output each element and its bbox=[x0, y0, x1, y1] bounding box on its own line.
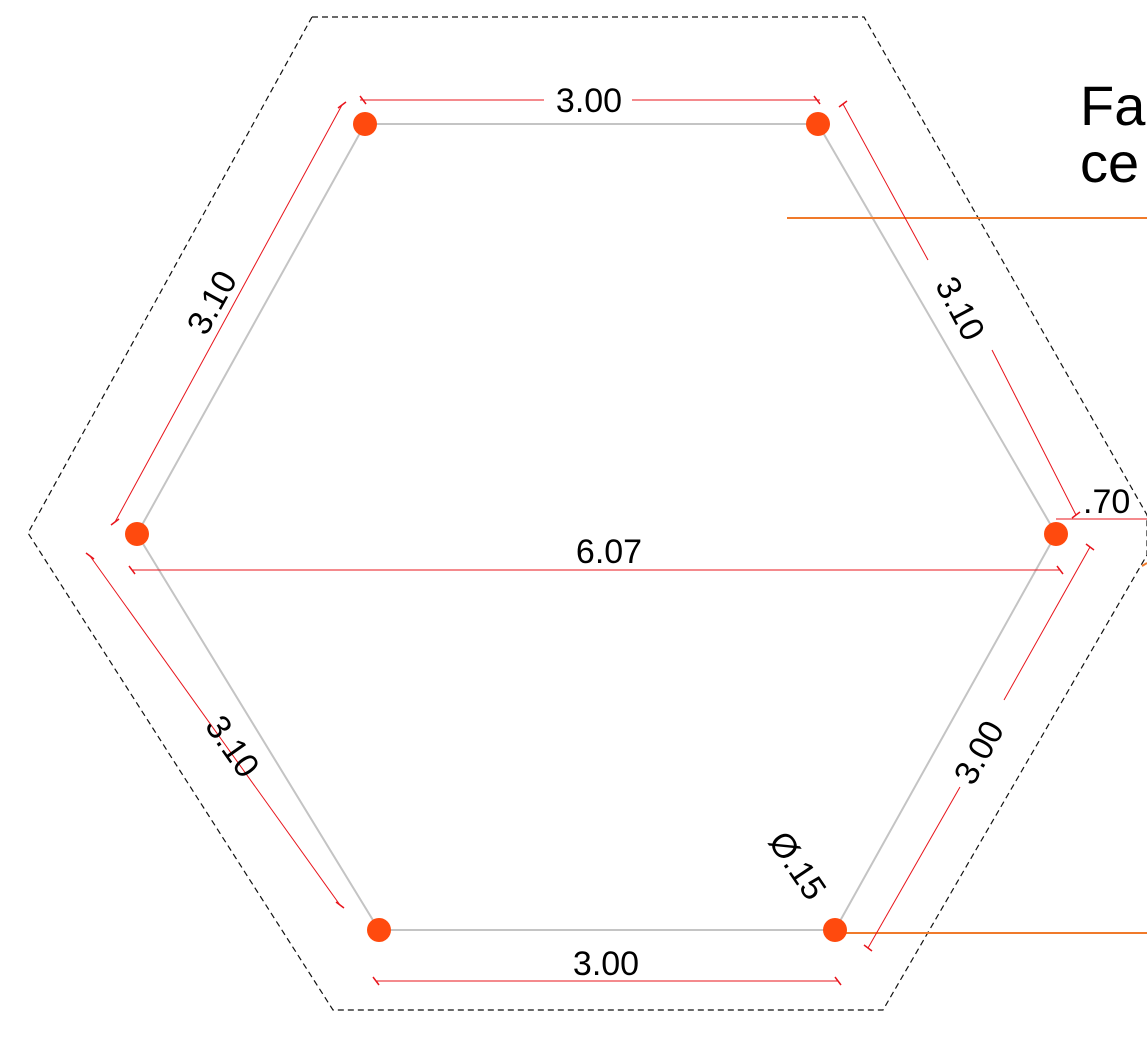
dim-label-bottom-right: 3.00 bbox=[947, 715, 1012, 791]
tick-middle-right bbox=[1056, 565, 1064, 575]
tick-middle-left bbox=[128, 565, 136, 575]
dim-label-diameter: Ø.15 bbox=[761, 825, 834, 907]
title-line-1: Fa bbox=[1080, 74, 1146, 137]
tick-top-left bbox=[359, 95, 367, 105]
tick-top-left-a bbox=[337, 101, 347, 109]
tick-bottom-right-b bbox=[863, 944, 873, 952]
dim-line-top-right-2 bbox=[991, 349, 1077, 516]
dim-label-middle: 6.07 bbox=[576, 533, 642, 571]
dim-label-offset: .70 bbox=[1083, 483, 1130, 521]
title-line-2: ce bbox=[1080, 131, 1139, 194]
node-top-left bbox=[353, 112, 377, 136]
inner-hexagon bbox=[135, 123, 1058, 931]
dim-label-top-right: 3.10 bbox=[927, 271, 992, 347]
tick-bottom-left bbox=[372, 976, 380, 986]
node-bottom-right bbox=[823, 918, 847, 942]
tick-top-right-a bbox=[838, 100, 848, 108]
dim-line-bottom-left bbox=[89, 555, 341, 906]
node-bottom-left bbox=[367, 918, 391, 942]
node-left bbox=[125, 522, 149, 546]
dim-label-top: 3.00 bbox=[556, 82, 622, 120]
dim-line-top-left bbox=[114, 104, 343, 523]
tick-top-right bbox=[813, 95, 821, 105]
tick-top-left-b bbox=[110, 518, 120, 526]
node-top-right bbox=[806, 112, 830, 136]
dim-label-top-left: 3.10 bbox=[180, 265, 245, 341]
tick-bottom-left-a bbox=[85, 552, 95, 560]
dim-line-bottom-right-2 bbox=[867, 786, 961, 949]
tick-top-right-b bbox=[1071, 511, 1081, 519]
right-leader-stub bbox=[1141, 562, 1147, 567]
dim-line-bottom-right bbox=[1003, 546, 1091, 701]
tick-bottom-right-a bbox=[1085, 543, 1095, 551]
dim-line-top-right bbox=[842, 103, 929, 261]
tick-bottom-right bbox=[834, 976, 842, 986]
node-right bbox=[1044, 522, 1068, 546]
dim-label-bottom: 3.00 bbox=[573, 945, 639, 983]
outer-dashed-hexagon bbox=[27, 16, 1147, 1011]
tick-bottom-left-b bbox=[335, 901, 345, 909]
